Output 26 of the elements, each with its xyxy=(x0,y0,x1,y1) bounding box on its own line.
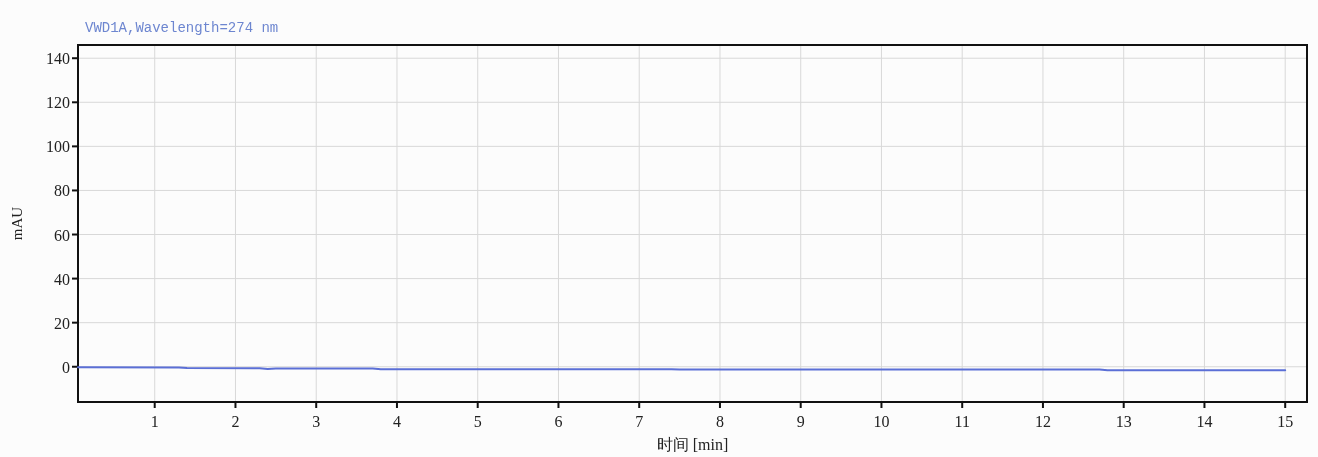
x-tick-label: 3 xyxy=(312,413,321,430)
x-tick-label: 11 xyxy=(954,413,970,430)
x-tick-label: 14 xyxy=(1196,413,1213,430)
x-tick-label: 1 xyxy=(150,413,159,430)
x-tick-label: 4 xyxy=(392,413,401,430)
y-tick-label: 0 xyxy=(62,358,70,376)
x-tick-label: 7 xyxy=(635,413,644,430)
y-tick-label: 20 xyxy=(54,314,70,332)
y-tick-label: 140 xyxy=(46,50,70,68)
x-tick-label: 12 xyxy=(1034,413,1051,430)
y-axis-title: mAU xyxy=(9,206,25,241)
x-tick-label: 9 xyxy=(796,413,805,430)
x-tick-label: 15 xyxy=(1277,413,1294,430)
chart-title: VWD1A,Wavelength=274 nm xyxy=(85,20,279,36)
x-tick-label: 8 xyxy=(715,413,724,430)
y-tick-label: 120 xyxy=(46,94,70,112)
x-tick-label: 10 xyxy=(873,413,890,430)
x-tick-label: 6 xyxy=(554,413,563,430)
y-tick-label: 60 xyxy=(54,226,70,244)
x-tick-label: 13 xyxy=(1115,413,1132,430)
x-tick-label: 2 xyxy=(231,413,240,430)
x-axis-title: 时间 [min] xyxy=(656,436,729,453)
y-tick-label: 80 xyxy=(54,182,70,200)
x-tick-label: 5 xyxy=(473,413,482,430)
y-tick-label: 100 xyxy=(46,138,70,156)
y-tick-label: 40 xyxy=(54,270,70,288)
